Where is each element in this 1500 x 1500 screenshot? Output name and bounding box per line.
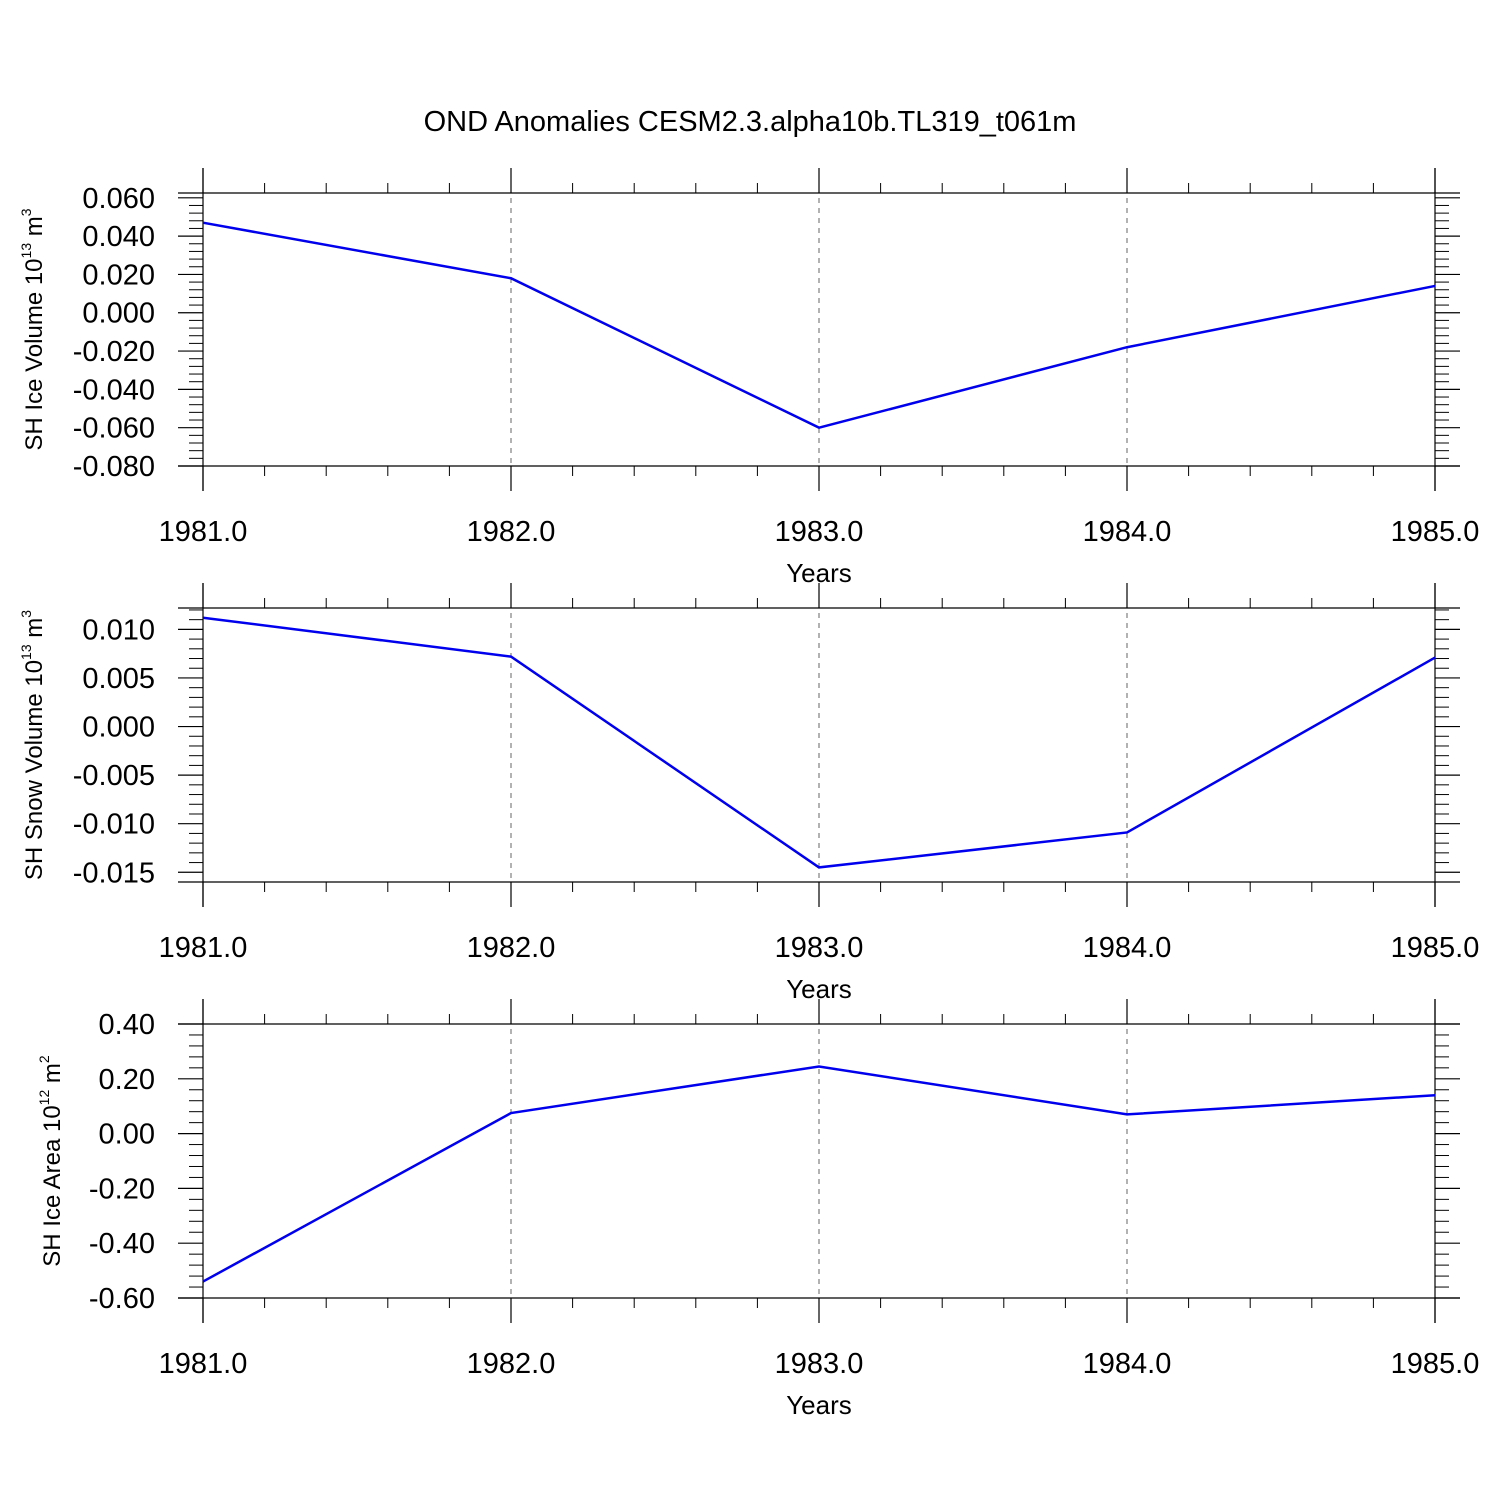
x-tick-label: 1983.0: [775, 932, 864, 964]
x-tick-label: 1984.0: [1083, 516, 1172, 548]
panel-1: -0.080 -0.060 -0.040 -0.020 0.000 0.020 0.040 0…: [18, 168, 1479, 588]
x-tick-label: 1982.0: [467, 932, 556, 964]
y-tick-label: -0.40: [89, 1228, 155, 1260]
x-tick-label: 1982.0: [467, 1348, 556, 1380]
y-axis-label: SH Ice Volume 1013 m3: [18, 208, 48, 450]
x-tick-label: 1984.0: [1083, 1348, 1172, 1380]
y-tick-label: 0.020: [82, 259, 155, 291]
y-tick-label: 0.40: [99, 1009, 155, 1041]
y-tick-label: -0.060: [73, 413, 155, 445]
y-tick-label: 0.20: [99, 1064, 155, 1096]
y-tick-label: -0.080: [73, 451, 155, 483]
y-tick-label: -0.005: [73, 760, 155, 792]
y-tick-label: -0.010: [73, 809, 155, 841]
x-tick-label: 1984.0: [1083, 932, 1172, 964]
chart-title: OND Anomalies CESM2.3.alpha10b.TL319_t06…: [424, 106, 1077, 138]
panel-3: -0.60 -0.40 -0.20 0.00 0.20 0.40 1981.0 1982.0 1…: [36, 999, 1479, 1420]
y-tick-label: -0.20: [89, 1173, 155, 1205]
x-tick-label: 1983.0: [775, 1348, 864, 1380]
x-tick-label: 1981.0: [159, 516, 248, 548]
y-tick-label: -0.60: [89, 1283, 155, 1315]
x-axis-label: Years: [786, 1390, 852, 1420]
x-tick-label: 1981.0: [159, 1348, 248, 1380]
y-tick-label: 0.010: [82, 614, 155, 646]
panel-2: -0.015 -0.010 -0.005 0.000 0.005 0.010 1981.0 1…: [18, 583, 1479, 1004]
y-tick-label: -0.020: [73, 336, 155, 368]
y-tick-label: 0.000: [82, 712, 155, 744]
y-tick-label: 0.005: [82, 663, 155, 695]
y-tick-label: 0.000: [82, 298, 155, 330]
y-tick-label: 0.00: [99, 1119, 155, 1151]
x-tick-label: 1985.0: [1391, 932, 1480, 964]
x-tick-label: 1985.0: [1391, 1348, 1480, 1380]
y-tick-label: 0.040: [82, 221, 155, 253]
x-tick-label: 1981.0: [159, 932, 248, 964]
y-tick-label: -0.040: [73, 374, 155, 406]
y-axis-label: SH Ice Area 1012 m2: [36, 1055, 66, 1267]
x-tick-label: 1983.0: [775, 516, 864, 548]
y-tick-label: 0.060: [82, 183, 155, 215]
y-tick-label: -0.015: [73, 857, 155, 889]
series-line: [202, 221, 1436, 430]
y-axis-label: SH Snow Volume 1013 m3: [18, 610, 48, 880]
x-tick-label: 1982.0: [467, 516, 556, 548]
x-tick-label: 1985.0: [1391, 516, 1480, 548]
